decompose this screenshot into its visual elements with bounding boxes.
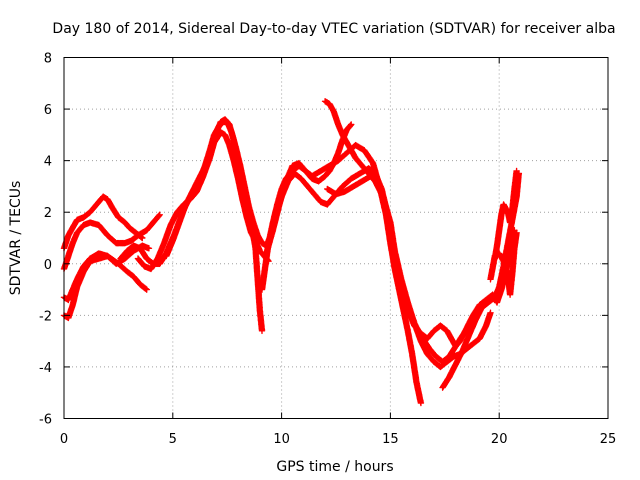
chart-title: Day 180 of 2014, Sidereal Day-to-day VTE… (52, 21, 615, 37)
y-tick-label: 4 (44, 155, 52, 170)
series-track-g (163, 116, 266, 335)
series-track-n (487, 229, 520, 298)
y-tick-label: -2 (39, 309, 52, 324)
series-track-j (324, 172, 494, 371)
data-point-markers (324, 172, 494, 371)
x-tick-labels: 0 5 10 15 20 25 (60, 432, 616, 447)
y-tick-label: 2 (44, 206, 52, 221)
y-axis-label: SDTVAR / TECUs (8, 181, 24, 296)
plot-frame (63, 57, 609, 419)
x-tick-label: 20 (491, 432, 508, 447)
x-tick-label: 25 (600, 432, 617, 447)
data-point-markers (163, 116, 266, 335)
x-axis-label: GPS time / hours (276, 459, 393, 475)
series-group (60, 98, 523, 407)
series-track-k (258, 121, 355, 293)
y-tick-label: -4 (39, 361, 52, 376)
y-tick-labels: -6 -4 -2 0 2 4 6 8 (39, 52, 52, 428)
y-tick-label: 8 (44, 52, 52, 67)
x-tick-label: 10 (273, 432, 290, 447)
y-tick-label: 6 (44, 103, 52, 118)
data-point-markers (258, 121, 355, 293)
x-tick-label: 0 (60, 432, 68, 447)
x-tick-label: 5 (169, 432, 177, 447)
y-tick-label: -6 (39, 413, 52, 428)
axis-ticks (63, 57, 609, 419)
x-tick-label: 15 (382, 432, 399, 447)
data-point-markers (487, 229, 520, 298)
y-tick-label: 0 (44, 258, 52, 273)
